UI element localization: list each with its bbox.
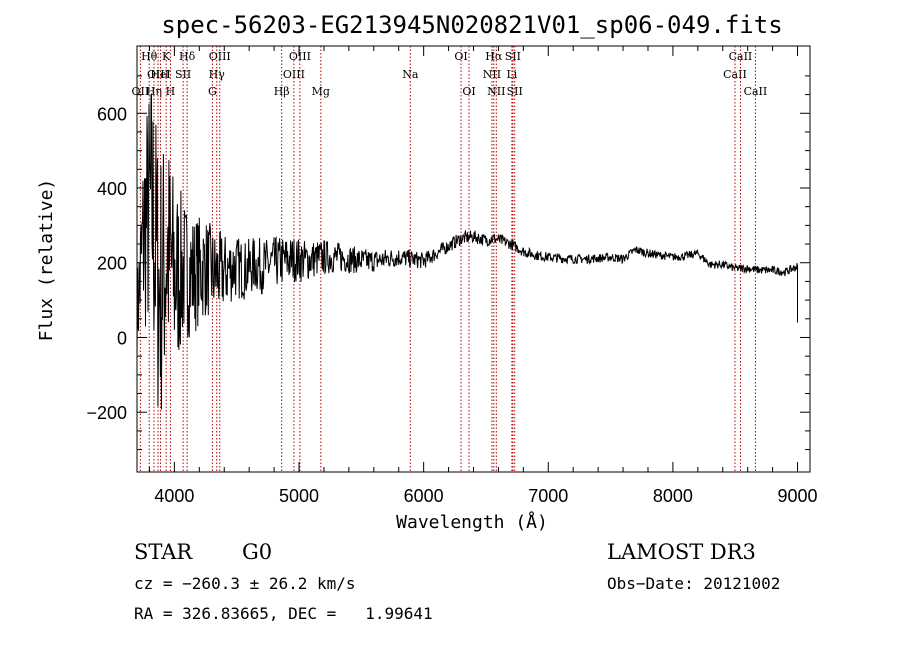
axis-ticks: 4000 5000 6000 7000 8000 9000 −200 0 200 400 600 xyxy=(86,46,818,506)
line-label-18: OI xyxy=(462,85,475,98)
line-label-2: Hη xyxy=(146,85,162,98)
spectral-subclass: G0 xyxy=(242,540,273,564)
spectral-line-markers: OIIHθHηOIIIHeIKHSIIHδGHγOIIIHβOIIIOIIIMg… xyxy=(132,46,768,472)
line-label-10: Hγ xyxy=(209,68,226,81)
object-type: STAR xyxy=(134,540,193,564)
line-label-12: Hβ xyxy=(274,85,290,98)
redshift-velocity: cz = −260.3 ± 26.2 km/s xyxy=(134,574,356,593)
line-label-20: Hα xyxy=(485,50,503,63)
y-tick-label-4: 600 xyxy=(97,104,127,124)
line-label-27: CaII xyxy=(744,85,768,98)
line-label-21: NII xyxy=(487,85,505,98)
line-label-15: Mg xyxy=(312,85,330,98)
line-label-13: OIII xyxy=(283,68,305,81)
line-label-11: OIII xyxy=(209,50,231,63)
line-label-26: CaII xyxy=(729,50,753,63)
chart-title: spec-56203-EG213945N020821V01_sp06-049.f… xyxy=(161,11,782,39)
plot-frame xyxy=(136,45,811,473)
line-label-3: OIII xyxy=(147,68,169,81)
line-label-23: SII xyxy=(505,50,521,63)
x-tick-label-0: 4000 xyxy=(154,486,194,506)
x-tick-label-3: 7000 xyxy=(528,486,568,506)
x-tick-label-5: 9000 xyxy=(778,486,818,506)
line-label-14: OIII xyxy=(289,50,311,63)
line-label-8: Hδ xyxy=(179,50,196,63)
coordinates: RA = 326.83665, DEC = 1.99641 xyxy=(134,604,433,623)
line-label-9: G xyxy=(208,85,217,98)
line-label-22: Li xyxy=(506,68,517,81)
line-label-19: NII xyxy=(483,68,501,81)
line-label-0: OII xyxy=(132,85,150,98)
line-label-1: Hθ xyxy=(141,50,158,63)
line-label-24: SII xyxy=(507,85,523,98)
x-tick-label-1: 5000 xyxy=(279,486,319,506)
x-axis-label: Wavelength (Å) xyxy=(396,511,548,533)
y-tick-label-0: −200 xyxy=(86,403,127,423)
line-label-16: Na xyxy=(402,68,419,81)
line-label-17: OI xyxy=(454,50,467,63)
observation-date: Obs−Date: 20121002 xyxy=(607,574,781,593)
x-tick-label-4: 8000 xyxy=(653,486,693,506)
y-axis-label: Flux (relative) xyxy=(36,179,57,342)
line-label-5: K xyxy=(162,50,171,63)
survey-name: LAMOST DR3 xyxy=(607,540,756,564)
line-label-6: H xyxy=(166,85,176,98)
line-label-25: CaII xyxy=(723,68,747,81)
y-tick-label-1: 0 xyxy=(117,328,127,348)
y-tick-label-3: 400 xyxy=(97,179,127,199)
spectrum-series-line xyxy=(136,93,798,410)
line-label-4: HeI xyxy=(150,68,170,81)
spectrum-layer xyxy=(136,93,798,410)
y-tick-label-2: 200 xyxy=(97,254,127,274)
x-tick-label-2: 6000 xyxy=(404,486,444,506)
line-label-7: SII xyxy=(175,68,191,81)
